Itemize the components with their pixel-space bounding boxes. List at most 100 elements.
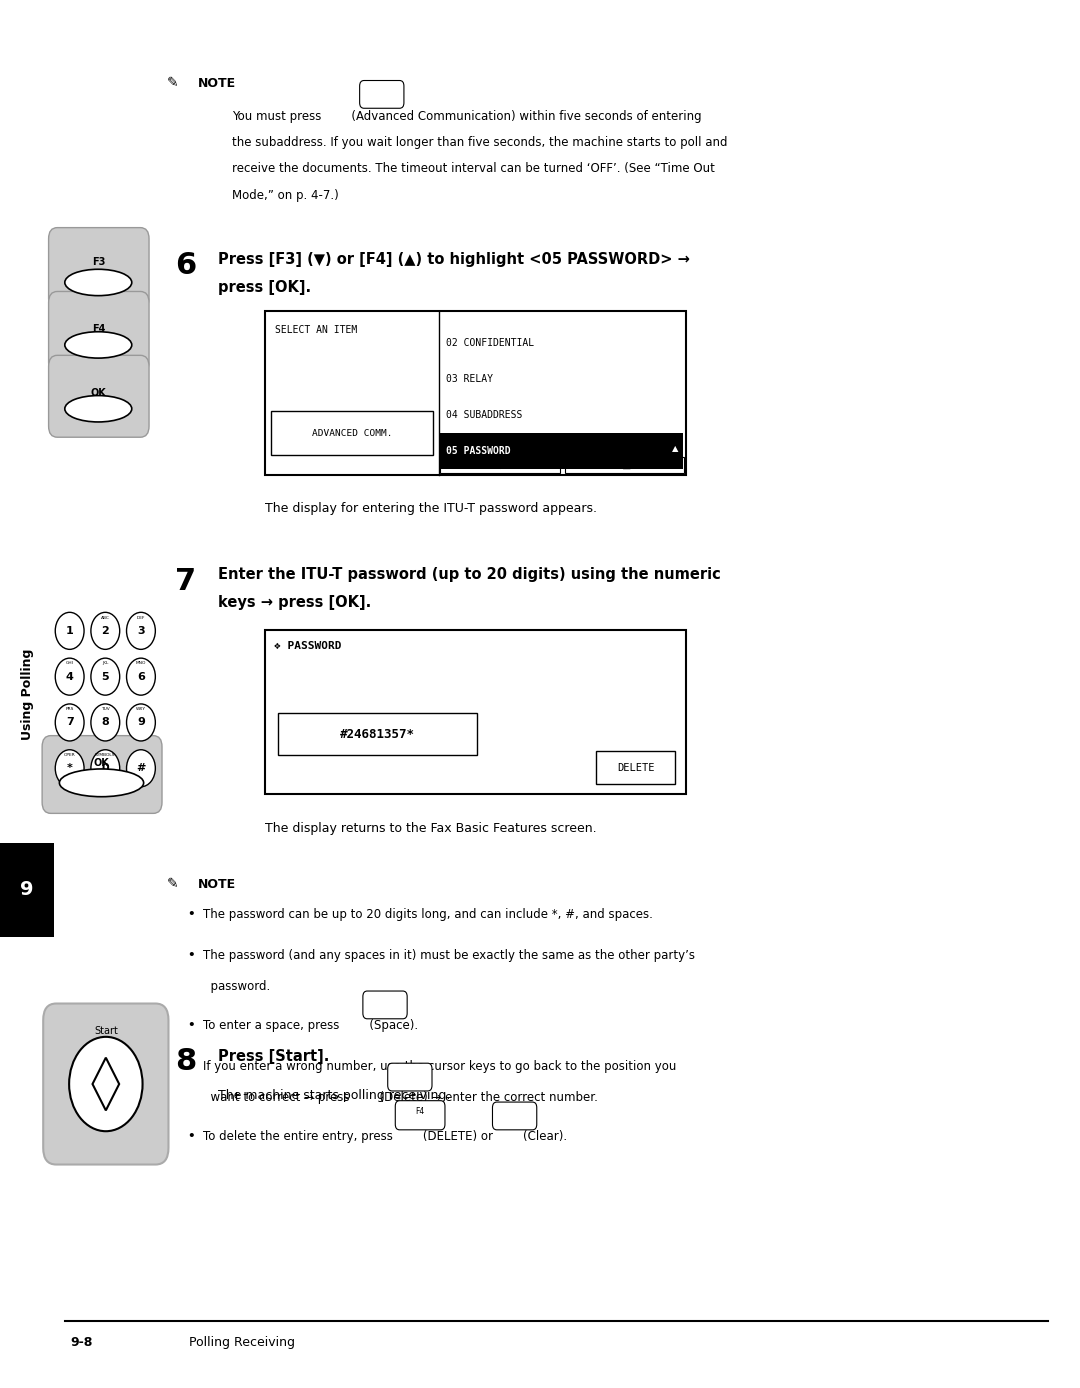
Text: Mode,” on p. 4-7.): Mode,” on p. 4-7.) (232, 189, 339, 201)
Text: •: • (187, 1130, 194, 1142)
Text: 7: 7 (66, 718, 73, 727)
Text: 6: 6 (137, 672, 145, 682)
Bar (0, 843, 54, 937)
Text: ABC: ABC (100, 615, 110, 619)
FancyBboxPatch shape (49, 355, 149, 437)
Circle shape (126, 658, 156, 695)
FancyBboxPatch shape (492, 1102, 537, 1130)
Text: ○ ○ ○: ○ ○ ○ (91, 407, 107, 412)
Circle shape (55, 658, 84, 695)
Bar (265, 311, 686, 475)
Text: The display returns to the Fax Basic Features screen.: The display returns to the Fax Basic Fea… (265, 822, 596, 834)
Text: 1: 1 (66, 626, 73, 636)
Text: TUV: TUV (100, 706, 110, 711)
Circle shape (126, 750, 156, 787)
Text: password.: password. (203, 980, 270, 992)
Text: 04 SUBADDRESS: 04 SUBADDRESS (446, 409, 523, 421)
Text: The display for entering the ITU-T password appears.: The display for entering the ITU-T passw… (265, 502, 596, 515)
Text: #: # (136, 763, 146, 773)
Text: To enter a space, press        (Space).: To enter a space, press (Space). (203, 1019, 418, 1031)
Text: 05 PASSWORD: 05 PASSWORD (446, 446, 511, 457)
Text: receive the documents. The timeout interval can be turned ‘OFF’. (See “Time Out: receive the documents. The timeout inter… (232, 162, 715, 175)
Text: DEF: DEF (137, 615, 145, 619)
Text: ✎: ✎ (167, 76, 178, 90)
Polygon shape (93, 1058, 119, 1110)
Bar (441, 457, 561, 473)
Ellipse shape (65, 269, 132, 296)
Text: ❖ PASSWORD: ❖ PASSWORD (274, 641, 341, 651)
Circle shape (91, 612, 120, 650)
Text: *: * (67, 763, 72, 773)
Bar (265, 630, 686, 794)
Circle shape (55, 612, 84, 650)
Text: SELECT AN ITEM: SELECT AN ITEM (275, 325, 357, 335)
Text: keys → press [OK].: keys → press [OK]. (218, 595, 372, 609)
Text: To delete the entire entry, press        (DELETE) or        (Clear).: To delete the entire entry, press (DELET… (203, 1130, 567, 1142)
Text: F4: F4 (416, 1108, 424, 1116)
Text: 02 CONFIDENTIAL: 02 CONFIDENTIAL (446, 337, 534, 348)
Text: PRS: PRS (66, 706, 73, 711)
Text: F4: F4 (92, 323, 106, 335)
Text: WXY: WXY (136, 706, 146, 711)
Text: OPER: OPER (64, 752, 76, 756)
FancyBboxPatch shape (42, 736, 162, 813)
Text: JKL: JKL (103, 661, 108, 665)
Text: ✎: ✎ (167, 877, 178, 891)
Text: OK: OK (91, 387, 107, 398)
Circle shape (91, 704, 120, 741)
Text: 9: 9 (21, 880, 33, 899)
Text: Enter the ITU-T password (up to 20 digits) using the numeric: Enter the ITU-T password (up to 20 digit… (218, 568, 721, 582)
Text: NOTE: NOTE (198, 76, 235, 90)
Text: 6: 6 (175, 251, 197, 279)
Text: #24681357*: #24681357* (340, 727, 415, 741)
Ellipse shape (65, 332, 132, 358)
Text: The password (and any spaces in it) must be exactly the same as the other party’: The password (and any spaces in it) must… (203, 949, 696, 962)
Circle shape (55, 704, 84, 741)
Bar (278, 713, 477, 755)
Text: 8: 8 (175, 1048, 197, 1076)
FancyBboxPatch shape (388, 1063, 432, 1091)
Text: If you enter a wrong number, use the cursor keys to go back to the position you: If you enter a wrong number, use the cur… (203, 1060, 676, 1073)
Bar (596, 751, 675, 784)
Text: Polling Receiving: Polling Receiving (189, 1335, 295, 1349)
Text: ADVANCED COMM.: ADVANCED COMM. (312, 429, 392, 437)
FancyBboxPatch shape (49, 228, 149, 310)
Circle shape (91, 750, 120, 787)
Text: Using Polling: Using Polling (21, 648, 33, 740)
Text: •: • (187, 949, 194, 962)
FancyBboxPatch shape (360, 81, 404, 108)
FancyBboxPatch shape (43, 1004, 168, 1165)
Text: 3: 3 (137, 626, 145, 636)
Text: MNO: MNO (136, 661, 146, 665)
Text: ▲: ▲ (622, 459, 630, 471)
Text: 4: 4 (66, 672, 73, 682)
Text: SYMBOLS: SYMBOLS (95, 752, 116, 756)
Text: Start: Start (94, 1026, 118, 1037)
Text: DELETE: DELETE (617, 762, 654, 773)
Text: 03 RELAY: 03 RELAY (446, 373, 492, 384)
Text: 7: 7 (175, 568, 197, 595)
Text: the subaddress. If you wait longer than five seconds, the machine starts to poll: the subaddress. If you wait longer than … (232, 136, 728, 149)
Text: 9: 9 (137, 718, 145, 727)
Text: press [OK].: press [OK]. (218, 280, 311, 294)
Text: You must press        (Advanced Communication) within five seconds of entering: You must press (Advanced Communication) … (232, 110, 702, 122)
Text: The machine starts polling receiving.: The machine starts polling receiving. (218, 1088, 450, 1102)
Text: NOTE: NOTE (198, 877, 235, 891)
Circle shape (69, 1037, 143, 1131)
Bar (441, 433, 683, 469)
Circle shape (91, 658, 120, 695)
Text: 0: 0 (102, 763, 109, 773)
Text: F3: F3 (92, 257, 106, 268)
Bar (565, 457, 684, 473)
Circle shape (55, 750, 84, 787)
Text: ▲: ▲ (672, 444, 678, 452)
Text: 2: 2 (102, 626, 109, 636)
Text: 9-8: 9-8 (70, 1335, 93, 1349)
Circle shape (126, 704, 156, 741)
Text: want to correct → press        (Delete) → enter the correct number.: want to correct → press (Delete) → enter… (203, 1091, 598, 1103)
Text: ○ ○ ○: ○ ○ ○ (94, 780, 109, 786)
Text: The password can be up to 20 digits long, and can include *, #, and spaces.: The password can be up to 20 digits long… (203, 908, 653, 920)
FancyBboxPatch shape (49, 291, 149, 373)
Text: Press [Start].: Press [Start]. (218, 1049, 329, 1063)
FancyBboxPatch shape (395, 1101, 445, 1130)
